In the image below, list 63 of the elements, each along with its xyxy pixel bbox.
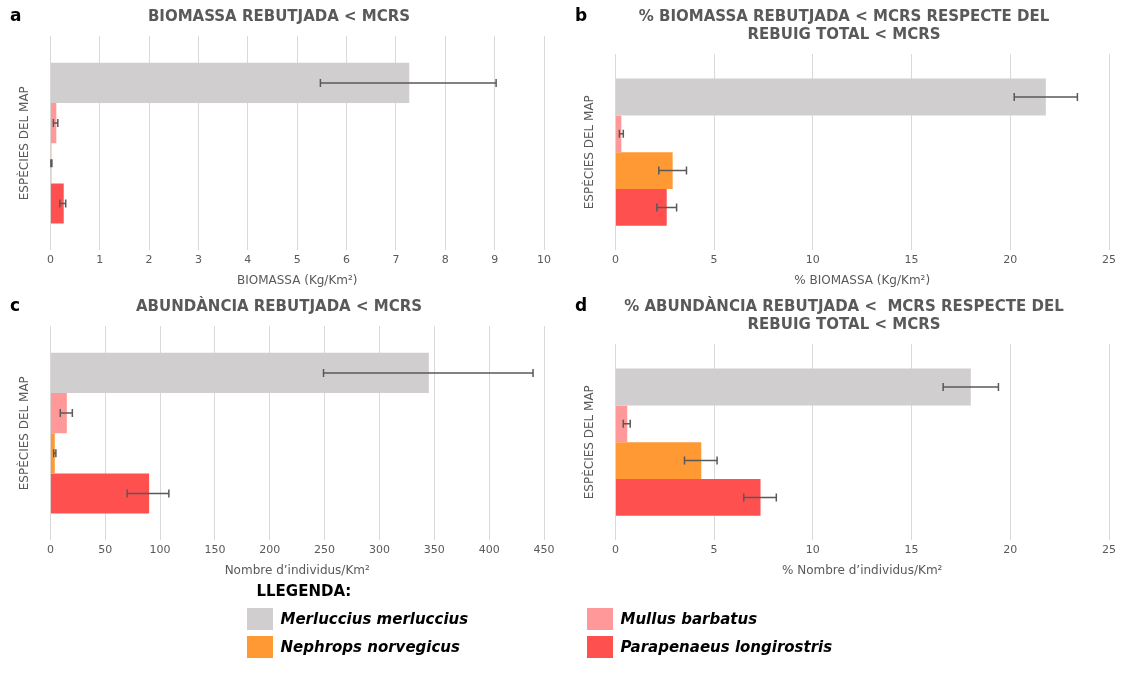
legend-label: Merluccius merluccius — [280, 610, 469, 628]
x-tick-label: 6 — [343, 252, 351, 266]
text: c — [10, 294, 21, 315]
text: b — [575, 4, 588, 25]
bar — [615, 189, 667, 226]
bar — [615, 405, 628, 443]
x-tick-label: 7 — [392, 252, 400, 266]
bar — [50, 183, 64, 224]
x-tick-label: 300 — [368, 542, 390, 556]
y-axis-title: ESPÈCIES DEL MAP — [581, 95, 597, 210]
x-tick-label: 150 — [204, 542, 226, 556]
bar — [615, 479, 761, 516]
x-tick-label: 25 — [1102, 252, 1116, 266]
x-tick-label: 0 — [46, 542, 54, 556]
x-tick-label: 2 — [145, 252, 153, 266]
x-tick-label: 250 — [314, 542, 336, 556]
chart-title: BIOMASSA REBUTJADA < MCRS — [147, 6, 411, 25]
y-axis-title: ESPÈCIES DEL MAP — [581, 385, 597, 500]
x-tick-label: 10 — [537, 252, 551, 266]
text: d — [575, 294, 588, 315]
legend-title: LLEGENDA: — [256, 582, 353, 600]
x-tick-label: 10 — [805, 542, 820, 556]
x-tick-label: 15 — [904, 252, 919, 266]
x-tick-label: 0 — [611, 542, 619, 556]
y-axis-title: ESPÈCIES DEL MAP — [16, 86, 32, 201]
x-tick-label: 10 — [805, 252, 820, 266]
x-tick-label: 5 — [293, 252, 301, 266]
x-tick-label: 4 — [244, 252, 252, 266]
y-axis-title: ESPÈCIES DEL MAP — [16, 376, 32, 491]
x-tick-label: 100 — [149, 542, 171, 556]
bar — [50, 433, 55, 474]
x-tick-label: 8 — [441, 252, 449, 266]
chart-title: % ABUNDÀNCIA REBUTJADA < MCRS RESPECTE DEL REBUIG TOTAL < MCRS — [624, 295, 1065, 333]
legend-label: Nephrops norvegicus — [280, 638, 460, 656]
x-tick-label: 200 — [259, 542, 281, 556]
x-tick-label: 5 — [710, 542, 718, 556]
x-tick-label: 20 — [1003, 542, 1018, 556]
x-tick-label: 5 — [710, 252, 718, 266]
x-axis-title: Nombre d’individus/Km² — [224, 562, 370, 577]
x-tick-label: 25 — [1102, 542, 1116, 556]
chart-title: ABUNDÀNCIA REBUTJADA < MCRS — [135, 295, 423, 315]
bar — [615, 152, 673, 190]
legend-label: Parapenaeus longirostris — [620, 638, 833, 656]
legend-label: Mullus barbatus — [620, 610, 758, 628]
chart-title: % BIOMASSA REBUTJADA < MCRS RESPECTE DEL REBUIG TOTAL < MCRS — [638, 6, 1050, 43]
x-tick-label: 50 — [98, 542, 113, 556]
x-tick-label: 350 — [423, 542, 445, 556]
x-tick-label: 20 — [1003, 252, 1018, 266]
x-tick-label: 1 — [96, 252, 104, 266]
text: a — [10, 4, 22, 25]
x-tick-label: 400 — [478, 542, 500, 556]
x-tick-label: 3 — [194, 252, 202, 266]
x-tick-label: 0 — [46, 252, 54, 266]
x-axis-title: BIOMASSA (Kg/Km²) — [236, 272, 358, 287]
bar — [50, 473, 150, 514]
x-tick-label: 9 — [491, 252, 499, 266]
x-tick-label: 15 — [904, 542, 919, 556]
x-axis-title: % Nombre d’individus/Km² — [782, 562, 943, 577]
bar — [50, 393, 67, 434]
bar — [615, 442, 702, 480]
x-axis-title: % BIOMASSA (Kg/Km²) — [794, 272, 931, 287]
x-tick-label: 450 — [533, 542, 555, 556]
x-tick-label: 0 — [611, 252, 619, 266]
